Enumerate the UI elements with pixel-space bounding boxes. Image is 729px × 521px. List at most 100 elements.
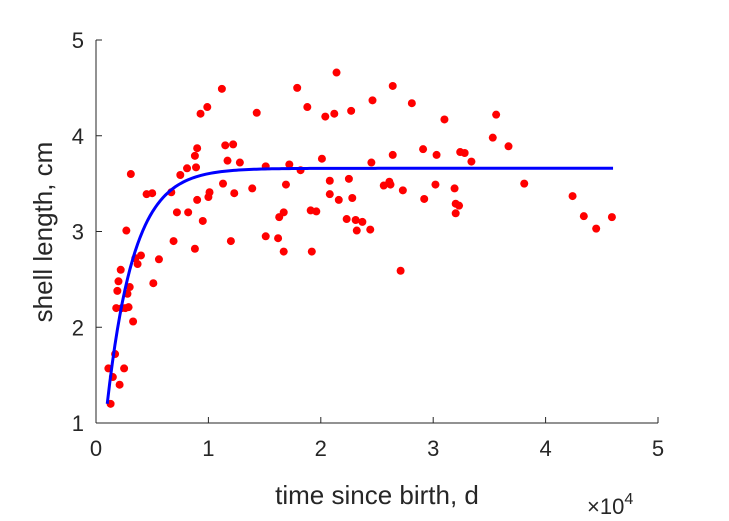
data-point bbox=[321, 112, 330, 121]
axes bbox=[95, 39, 659, 424]
data-point bbox=[235, 158, 244, 167]
data-point bbox=[136, 251, 145, 260]
data-point bbox=[398, 186, 407, 195]
x-axis-multiplier: ×104 bbox=[587, 491, 633, 519]
data-point bbox=[124, 303, 133, 312]
y-tick-label: 4 bbox=[72, 124, 84, 149]
data-point bbox=[312, 207, 321, 216]
data-point bbox=[133, 260, 142, 269]
data-point bbox=[154, 255, 163, 264]
data-point bbox=[217, 84, 226, 93]
data-point bbox=[230, 189, 239, 198]
data-point bbox=[219, 179, 228, 188]
x-tick-label: 5 bbox=[652, 436, 664, 461]
y-tick-label: 3 bbox=[72, 220, 84, 245]
data-point bbox=[334, 195, 343, 204]
data-point bbox=[193, 195, 202, 204]
data-point bbox=[432, 150, 441, 159]
x-axis-multiplier-base: ×10 bbox=[587, 494, 624, 519]
data-point bbox=[388, 150, 397, 159]
data-point bbox=[366, 225, 375, 234]
x-tick-label: 4 bbox=[539, 436, 551, 461]
data-point bbox=[607, 213, 616, 222]
data-point bbox=[129, 317, 138, 326]
data-point bbox=[281, 180, 290, 189]
data-point bbox=[114, 277, 123, 286]
data-point bbox=[116, 265, 125, 274]
data-point bbox=[450, 184, 459, 193]
data-point bbox=[196, 109, 205, 118]
data-point bbox=[344, 174, 353, 183]
data-point bbox=[358, 217, 367, 226]
data-point bbox=[229, 140, 238, 149]
x-tick-label: 3 bbox=[427, 436, 439, 461]
data-point bbox=[488, 133, 497, 142]
data-point bbox=[221, 141, 230, 150]
y-tick-label: 2 bbox=[72, 315, 84, 340]
data-point bbox=[261, 232, 270, 241]
data-point bbox=[184, 208, 193, 217]
data-point bbox=[419, 145, 428, 154]
data-point bbox=[223, 156, 232, 165]
data-point bbox=[504, 142, 513, 151]
data-point bbox=[342, 215, 351, 224]
data-point bbox=[169, 237, 178, 246]
data-point bbox=[176, 171, 185, 180]
x-tick-label: 0 bbox=[90, 436, 102, 461]
data-point bbox=[198, 216, 207, 225]
data-point bbox=[120, 364, 129, 373]
data-point bbox=[126, 170, 135, 179]
data-point bbox=[252, 108, 261, 117]
data-point bbox=[248, 184, 257, 193]
data-point bbox=[125, 283, 134, 292]
data-point bbox=[492, 110, 501, 119]
data-point bbox=[149, 279, 158, 288]
data-point bbox=[112, 304, 121, 313]
data-point bbox=[274, 234, 283, 243]
data-point bbox=[293, 83, 302, 92]
data-point bbox=[460, 148, 469, 157]
data-point bbox=[467, 157, 476, 166]
data-point bbox=[451, 209, 460, 218]
data-point bbox=[431, 180, 440, 189]
data-point bbox=[303, 103, 312, 112]
data-point bbox=[172, 208, 181, 217]
data-point bbox=[352, 226, 361, 235]
data-point bbox=[368, 96, 377, 105]
data-point bbox=[307, 247, 316, 256]
data-point bbox=[190, 244, 199, 253]
data-point bbox=[226, 237, 235, 246]
x-axis-multiplier-exponent: 4 bbox=[624, 491, 633, 508]
plot-area bbox=[104, 68, 616, 408]
data-point bbox=[420, 194, 429, 203]
data-point bbox=[520, 179, 529, 188]
x-tick-label: 1 bbox=[202, 436, 214, 461]
data-point bbox=[113, 286, 122, 295]
data-point bbox=[579, 212, 588, 221]
data-point bbox=[348, 193, 357, 202]
y-axis-label: shell length, cm bbox=[28, 142, 58, 323]
data-point bbox=[190, 151, 199, 160]
data-point bbox=[183, 164, 192, 173]
data-point bbox=[407, 99, 416, 108]
data-point bbox=[325, 176, 334, 185]
data-point bbox=[115, 380, 124, 389]
y-tick-label: 5 bbox=[72, 28, 84, 53]
data-point bbox=[396, 266, 405, 275]
data-point bbox=[332, 68, 341, 77]
data-point bbox=[388, 81, 397, 90]
data-point bbox=[205, 188, 214, 197]
data-point bbox=[203, 103, 212, 112]
data-point bbox=[379, 181, 388, 190]
data-point bbox=[192, 163, 201, 172]
y-tick-label: 1 bbox=[72, 411, 84, 436]
x-tick-label: 2 bbox=[315, 436, 327, 461]
data-point bbox=[440, 115, 449, 124]
data-point bbox=[568, 192, 577, 201]
data-point bbox=[279, 247, 288, 256]
data-point bbox=[193, 144, 202, 153]
data-point bbox=[592, 224, 601, 233]
data-point bbox=[455, 201, 464, 210]
data-point bbox=[279, 208, 288, 217]
